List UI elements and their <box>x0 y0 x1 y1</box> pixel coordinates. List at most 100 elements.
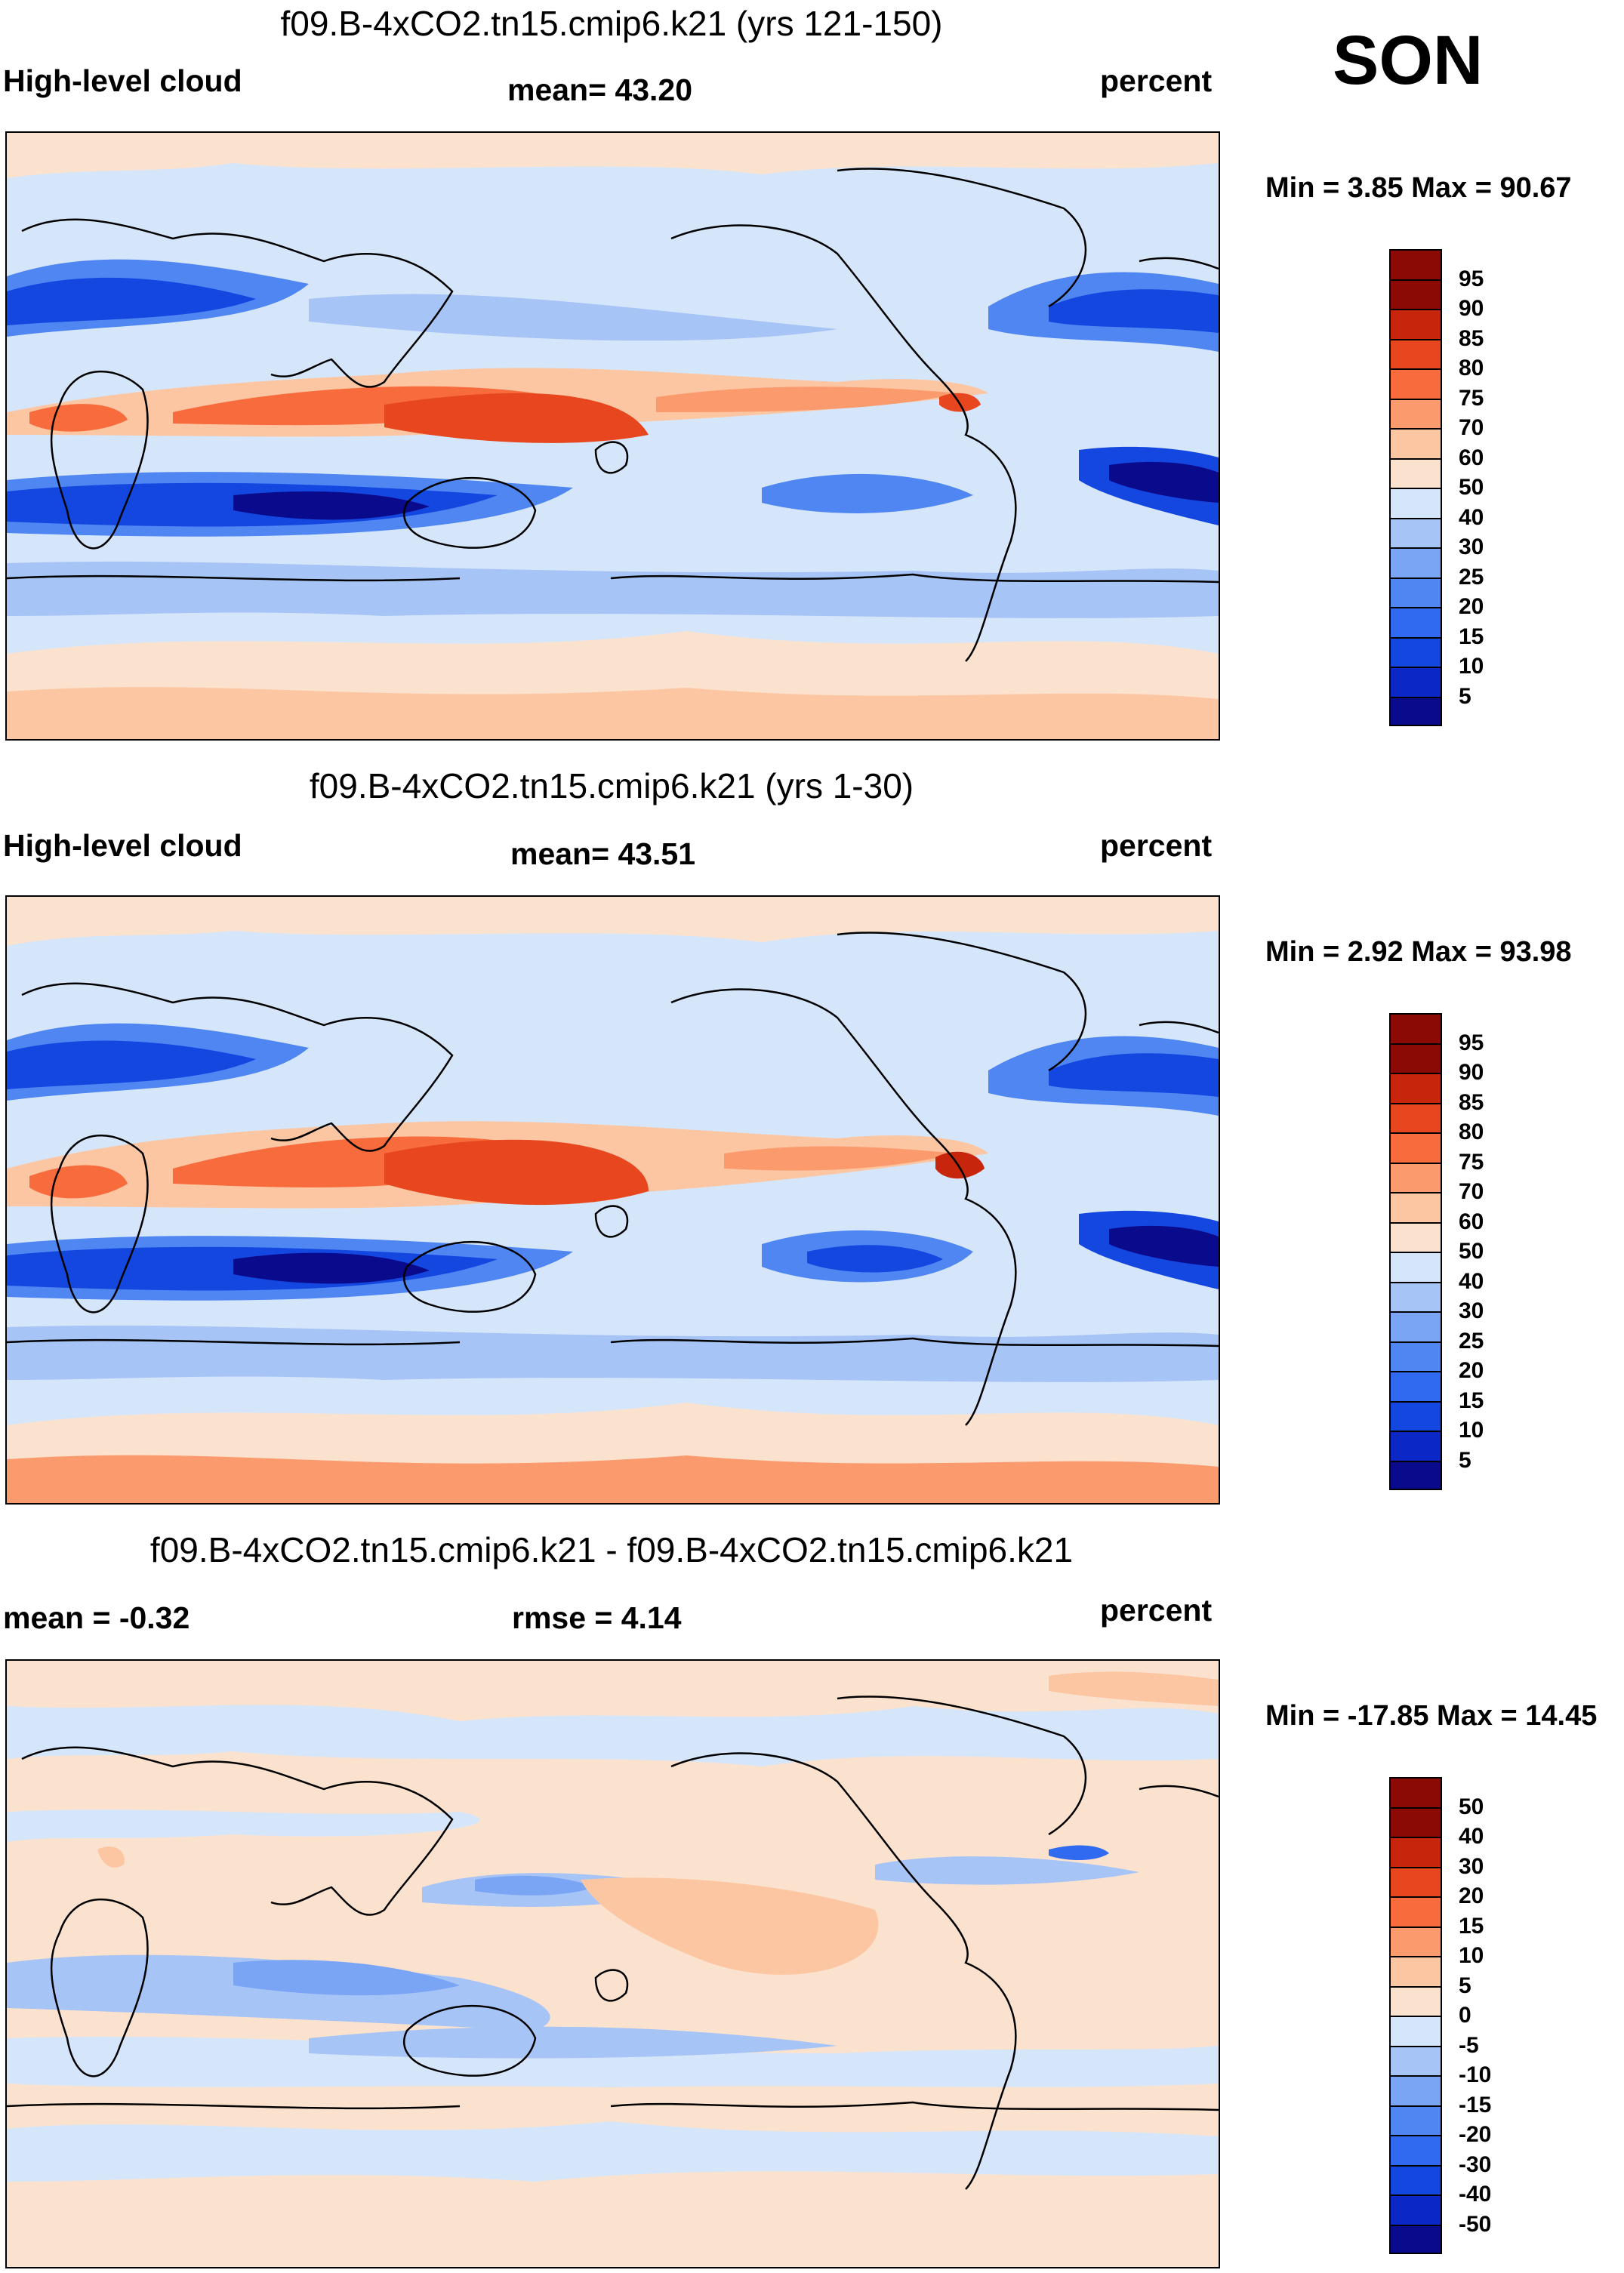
colorbar-swatch <box>1389 2164 1442 2194</box>
colorbar-swatch <box>1389 1311 1442 1341</box>
panel1-units-label: percent <box>1100 63 1213 98</box>
panel3-minmax: Min = -17.85 Max = 14.45 <box>1265 1700 1598 1732</box>
panel3-colorbar: 50 40 30 20 15 10 5 0 -5 -10 -15 -20 -30 -40 -50 <box>1389 1777 1540 2254</box>
colorbar-swatch <box>1389 547 1442 577</box>
colorbar-tick-label: 25 <box>1459 564 1484 590</box>
colorbar-swatch <box>1389 1460 1442 1490</box>
season-label: SON <box>1333 22 1484 99</box>
colorbar-tick-label: 0 <box>1459 2003 1471 2028</box>
colorbar-swatch <box>1389 1281 1442 1311</box>
colorbar-tick-label: 15 <box>1459 1388 1484 1413</box>
colorbar-tick-label: -20 <box>1459 2122 1492 2147</box>
colorbar-tick-label: 30 <box>1459 1298 1484 1323</box>
colorbar-tick-label: 10 <box>1459 1418 1484 1443</box>
colorbar-swatch <box>1389 1866 1442 1896</box>
colorbar-tick-label: 40 <box>1459 504 1484 530</box>
colorbar-swatch <box>1389 517 1442 547</box>
colorbar-swatch <box>1389 279 1442 309</box>
colorbar-tick-label: 70 <box>1459 415 1484 440</box>
colorbar-tick-label: 80 <box>1459 356 1484 380</box>
colorbar-tick-label: 5 <box>1459 683 1471 709</box>
colorbar-swatch <box>1389 2135 1442 2165</box>
colorbar-swatch <box>1389 309 1442 339</box>
colorbar-swatch <box>1389 1102 1442 1132</box>
colorbar-tick-label: 25 <box>1459 1328 1484 1354</box>
colorbar-swatch <box>1389 1926 1442 1956</box>
colorbar-swatch <box>1389 457 1442 488</box>
colorbar-swatch <box>1389 1400 1442 1431</box>
colorbar-swatch <box>1389 1132 1442 1163</box>
colorbar-tick-label: 70 <box>1459 1179 1484 1204</box>
colorbar-swatch <box>1389 667 1442 697</box>
panel3-map-svg <box>7 1661 1219 2267</box>
colorbar-tick-label: 50 <box>1459 1794 1484 1819</box>
colorbar-swatch <box>1389 2075 1442 2105</box>
colorbar-swatch <box>1389 1341 1442 1371</box>
colorbar-tick-label: 60 <box>1459 1209 1484 1234</box>
panel1-colorbar: 95 90 85 80 75 70 60 50 40 30 25 20 15 10 5 <box>1389 249 1540 726</box>
colorbar-swatch <box>1389 1043 1442 1073</box>
panel3-title: f09.B-4xCO2.tn15.cmip6.k21 - f09.B-4xCO2… <box>149 1530 1074 1569</box>
colorbar-tick-label: 30 <box>1459 1853 1484 1879</box>
colorbar-swatch <box>1389 696 1442 726</box>
colorbar-tick-label: 50 <box>1459 475 1484 500</box>
colorbar-tick-label: 75 <box>1459 385 1484 411</box>
panel1-variable-label: High-level cloud <box>3 63 242 98</box>
colorbar-tick-label: -30 <box>1459 2151 1492 2177</box>
colorbar-tick-label: 85 <box>1459 1089 1484 1115</box>
panel1-map <box>5 131 1220 741</box>
colorbar-swatch <box>1389 1777 1442 1807</box>
colorbar-tick-label: -10 <box>1459 2062 1492 2087</box>
colorbar-tick-label: -50 <box>1459 2211 1492 2237</box>
colorbar-swatch <box>1389 1896 1442 1927</box>
colorbar-tick-label: 10 <box>1459 1943 1484 1968</box>
panel3-mean-label: mean = -0.32 <box>3 1600 190 1635</box>
colorbar-tick-label: 50 <box>1459 1239 1484 1264</box>
panel2-map <box>5 895 1220 1505</box>
colorbar-tick-label: -15 <box>1459 2092 1492 2117</box>
colorbar-tick-label: 20 <box>1459 594 1484 619</box>
colorbar-swatch <box>1389 338 1442 368</box>
colorbar-swatch <box>1389 2016 1442 2046</box>
colorbar-swatch <box>1389 636 1442 667</box>
colorbar-swatch <box>1389 1073 1442 1103</box>
colorbar-tick-label: 5 <box>1459 1447 1471 1473</box>
colorbar-tick-label: 20 <box>1459 1883 1484 1908</box>
colorbar-swatch <box>1389 1221 1442 1252</box>
colorbar-tick-label: 15 <box>1459 624 1484 649</box>
colorbar-tick-label: 40 <box>1459 1268 1484 1294</box>
colorbar-swatch <box>1389 1956 1442 1986</box>
colorbar-swatch <box>1389 1837 1442 1867</box>
colorbar-swatch <box>1389 607 1442 637</box>
panel2-title: f09.B-4xCO2.tn15.cmip6.k21 (yrs 1-30) <box>309 766 914 805</box>
colorbar-tick-label: 95 <box>1459 266 1484 291</box>
colorbar-swatch <box>1389 1431 1442 1461</box>
colorbar-tick-label: 60 <box>1459 445 1484 470</box>
panel2-mean-label: mean= 43.51 <box>510 836 696 871</box>
colorbar-swatch <box>1389 2194 1442 2225</box>
colorbar-swatch <box>1389 1252 1442 1282</box>
panel2-map-svg <box>7 897 1219 1503</box>
panel3-rmse-label: rmse = 4.14 <box>512 1600 682 1635</box>
colorbar-tick-label: 10 <box>1459 654 1484 679</box>
colorbar-swatch <box>1389 368 1442 399</box>
colorbar-tick-label: 5 <box>1459 1973 1471 1998</box>
panel3-map <box>5 1659 1220 2268</box>
colorbar-tick-label: 75 <box>1459 1149 1484 1175</box>
colorbar-tick-label: -5 <box>1459 2032 1479 2058</box>
panel1-title: f09.B-4xCO2.tn15.cmip6.k21 (yrs 121-150) <box>280 4 943 43</box>
colorbar-tick-label: 15 <box>1459 1913 1484 1939</box>
colorbar-tick-label: 90 <box>1459 296 1484 321</box>
colorbar-tick-label: 85 <box>1459 325 1484 351</box>
colorbar-tick-label: 30 <box>1459 534 1484 559</box>
colorbar-tick-label: 40 <box>1459 1824 1484 1849</box>
colorbar-swatch <box>1389 1806 1442 1837</box>
colorbar-swatch <box>1389 1013 1442 1043</box>
panel2-units-label: percent <box>1100 828 1213 863</box>
colorbar-swatch <box>1389 2045 1442 2075</box>
panel2-colorbar: 95 90 85 80 75 70 60 50 40 30 25 20 15 10 5 <box>1389 1013 1540 1490</box>
colorbar-tick-label: 80 <box>1459 1120 1484 1144</box>
colorbar-swatch <box>1389 1162 1442 1192</box>
colorbar-swatch <box>1389 428 1442 458</box>
panel3-units-label: percent <box>1100 1593 1213 1628</box>
